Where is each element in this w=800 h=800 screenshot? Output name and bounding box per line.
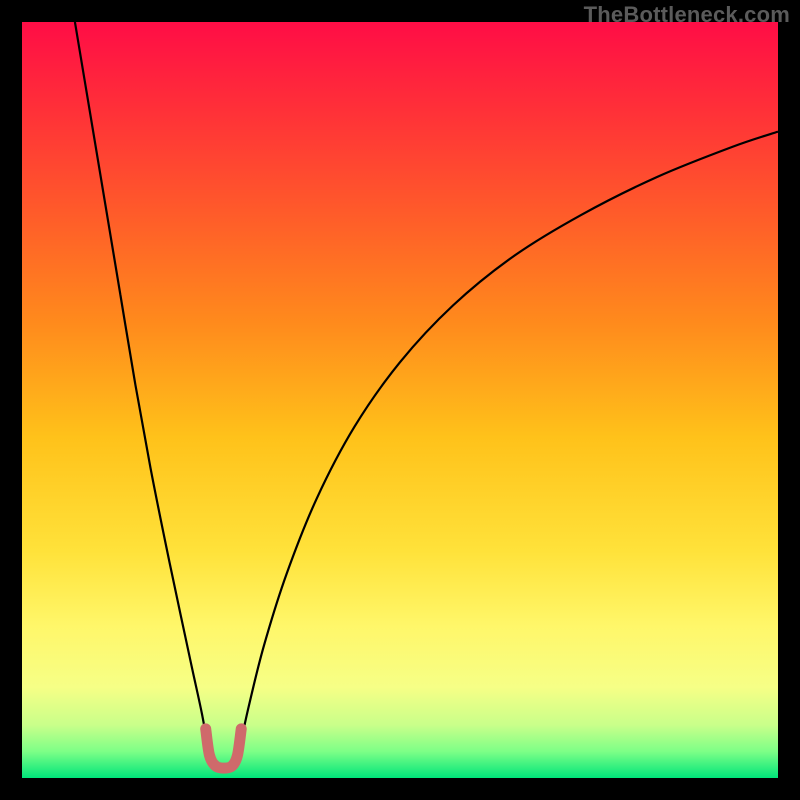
right-curve [240, 132, 778, 748]
left-curve [75, 22, 208, 748]
plot-area [22, 22, 778, 778]
chart-frame: TheBottleneck.com [0, 0, 800, 800]
bottleneck-curve-svg [22, 22, 778, 778]
notch-curve [206, 729, 242, 768]
